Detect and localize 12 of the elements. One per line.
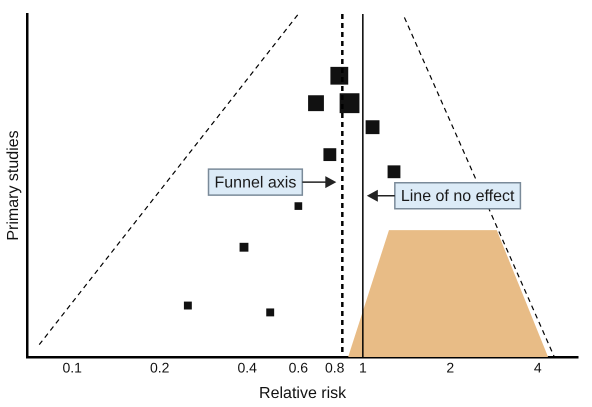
- x-tick-label: 4: [534, 359, 542, 376]
- x-axis-title: Relative risk: [259, 384, 348, 402]
- x-tick-label: 0.8: [324, 359, 345, 376]
- x-tick-label: 1: [358, 359, 367, 376]
- x-tick-label: 0.2: [150, 359, 170, 376]
- x-tick-label: 0.4: [237, 359, 258, 376]
- x-tick-label: 0.1: [62, 359, 82, 376]
- ref-line-label: Funnel axis: [214, 174, 296, 192]
- x-tick-label: 0.6: [288, 359, 308, 376]
- ref-line-label: Line of no effect: [400, 188, 515, 206]
- y-axis-title: Primary studies: [5, 130, 22, 241]
- x-tick-label: 2: [446, 359, 454, 376]
